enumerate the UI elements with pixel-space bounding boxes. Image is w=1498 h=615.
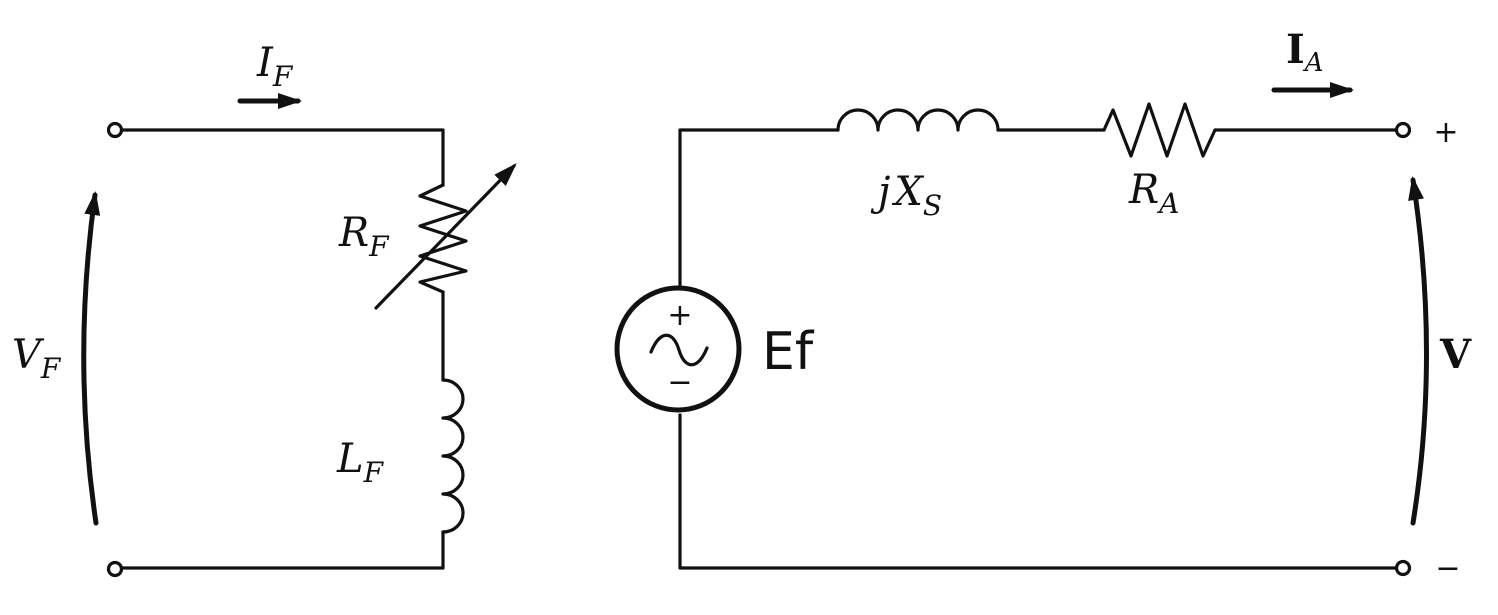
field-inductor-label: LF xyxy=(336,436,385,489)
field-terminal-top xyxy=(106,121,124,139)
terminal-voltage-label: V xyxy=(1439,331,1472,378)
armature-current-label: IA xyxy=(1286,26,1324,78)
field-inductor xyxy=(441,378,465,534)
field-bottom-wire xyxy=(119,530,445,570)
armature-terminal-plus xyxy=(1394,121,1412,139)
armature-terminal-minus xyxy=(1394,559,1412,577)
field-resistor xyxy=(418,183,468,294)
field-voltage-arrow xyxy=(81,191,101,526)
field-circuit: IF VF RF LF xyxy=(12,40,517,578)
source-label: Ef xyxy=(762,322,815,382)
field-top-wire xyxy=(119,128,445,187)
variable-resistor-arrow xyxy=(374,163,517,310)
reactance-label: j XS xyxy=(870,169,942,222)
field-terminal-bottom xyxy=(106,560,124,578)
field-resistor-label: RF xyxy=(338,210,390,263)
armature-circuit: + − Ef + − j XS RA IA V xyxy=(614,26,1472,586)
armature-resistor-label: RA xyxy=(1128,167,1179,220)
armature-bottom-wire xyxy=(678,413,1399,570)
source-minus-sign: − xyxy=(667,365,692,400)
synchronous-reactance xyxy=(836,108,1000,132)
field-current-label: IF xyxy=(256,40,294,93)
terminal-plus-sign: + xyxy=(1433,115,1458,150)
terminal-minus-sign: − xyxy=(1435,551,1460,586)
field-voltage-label: VF xyxy=(12,332,62,385)
armature-resistor xyxy=(1102,102,1217,158)
ac-sine-icon xyxy=(649,333,709,367)
source-plus-sign: + xyxy=(667,298,692,333)
armature-left-top-wire xyxy=(678,128,840,287)
terminal-voltage-arrow xyxy=(1408,176,1429,526)
